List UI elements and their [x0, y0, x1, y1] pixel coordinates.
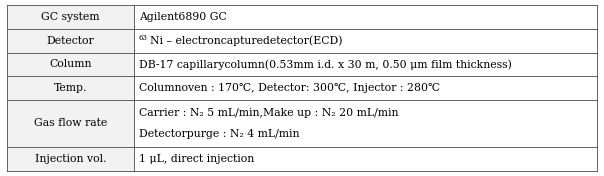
Text: Temp.: Temp. — [54, 83, 88, 93]
Bar — [134, 147, 597, 171]
Text: 63: 63 — [139, 34, 148, 42]
Text: Injection vol.: Injection vol. — [35, 154, 106, 164]
Text: Carrier : N₂ 5 mL/min,Make up : N₂ 20 mL/min: Carrier : N₂ 5 mL/min,Make up : N₂ 20 mL… — [139, 108, 398, 118]
Bar — [134, 5, 597, 29]
Text: Gas flow rate: Gas flow rate — [34, 118, 108, 128]
Text: Detectorpurge : N₂ 4 mL/min: Detectorpurge : N₂ 4 mL/min — [139, 129, 300, 139]
Text: 1 μL, direct injection: 1 μL, direct injection — [139, 154, 254, 164]
Bar — [7, 100, 134, 147]
Bar — [134, 100, 597, 147]
Bar — [7, 147, 134, 171]
Text: Detector: Detector — [47, 36, 94, 46]
Text: Column: Column — [50, 59, 92, 69]
Bar — [7, 76, 134, 100]
Bar — [7, 5, 134, 29]
Bar — [7, 29, 134, 53]
Bar — [7, 53, 134, 76]
Bar — [134, 53, 597, 76]
Bar — [134, 29, 597, 53]
Text: DB-17 capillarycolumn(0.53mm i.d. x 30 m, 0.50 μm film thickness): DB-17 capillarycolumn(0.53mm i.d. x 30 m… — [139, 59, 512, 70]
Text: GC system: GC system — [41, 12, 100, 22]
Text: Columnoven : 170℃, Detector: 300℃, Injector : 280℃: Columnoven : 170℃, Detector: 300℃, Injec… — [139, 83, 440, 93]
Text: Ni – electroncapturedetector(ECD): Ni – electroncapturedetector(ECD) — [150, 35, 342, 46]
Bar — [134, 76, 597, 100]
Text: Agilent6890 GC: Agilent6890 GC — [139, 12, 226, 22]
